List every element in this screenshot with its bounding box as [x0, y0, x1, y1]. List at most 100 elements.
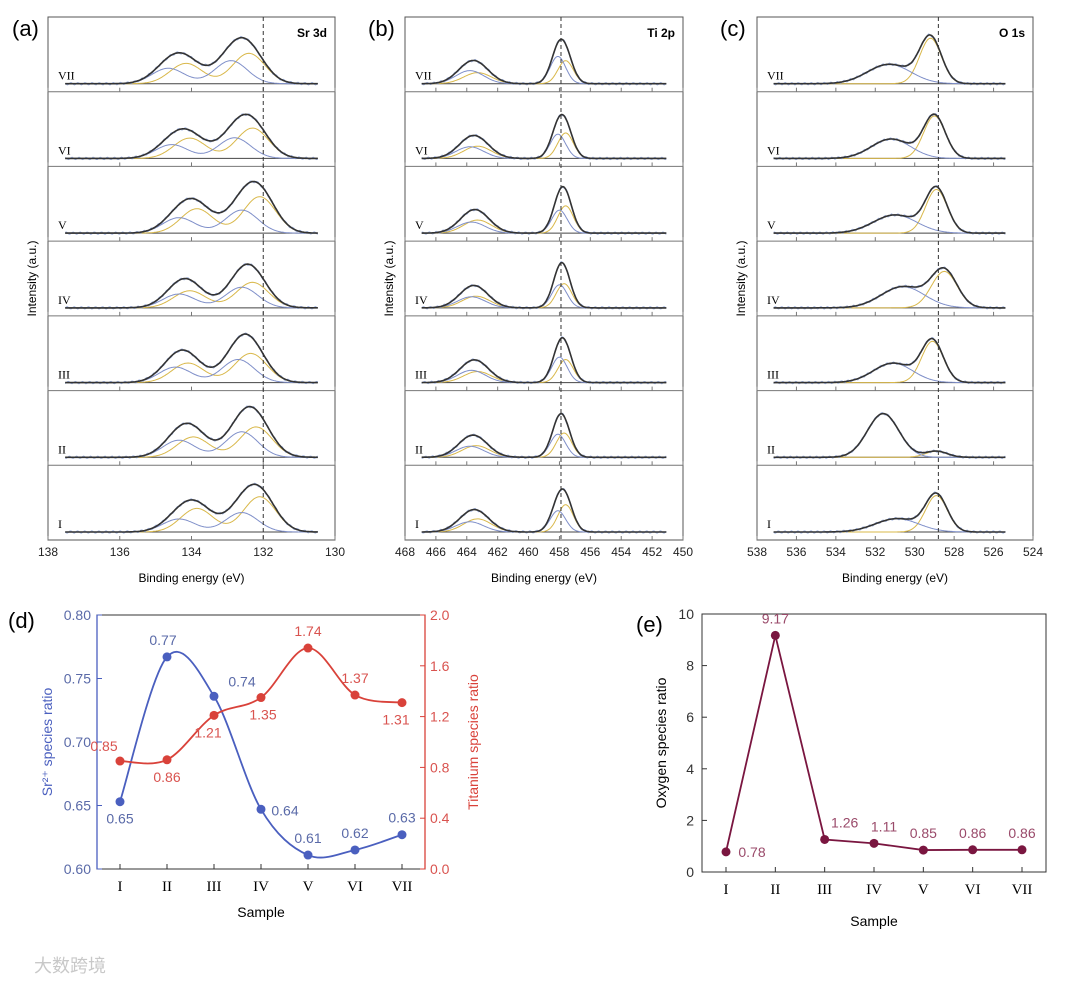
- fit-component-blue: [421, 433, 667, 458]
- data-point: [397, 830, 407, 840]
- data-point: [303, 643, 313, 653]
- sample-label: IV: [767, 293, 780, 307]
- y-tick-label: 4: [686, 761, 694, 777]
- data-point: [918, 845, 928, 855]
- x-tick-label: 468: [395, 545, 415, 559]
- data-label: 9.17: [762, 610, 789, 626]
- x-tick-label: 450: [673, 545, 693, 559]
- y-tick-label-right: 1.6: [430, 658, 450, 674]
- fit-envelope: [773, 113, 1006, 160]
- sample-label: VI: [58, 143, 71, 157]
- data-label: 0.86: [959, 825, 986, 841]
- fit-envelope: [65, 483, 318, 533]
- data-label: 0.78: [738, 844, 765, 860]
- sample-label: VI: [415, 143, 428, 157]
- fit-component-blue: [773, 362, 1006, 384]
- fit-component-blue: [773, 518, 1006, 533]
- fit-component-yellow: [65, 426, 318, 458]
- y-tick-label-right: 1.2: [430, 709, 450, 725]
- data-point: [350, 845, 360, 855]
- data-point: [115, 797, 125, 807]
- fit-component-yellow: [773, 37, 1006, 85]
- fit-component-blue: [773, 63, 1006, 85]
- data-point: [820, 834, 830, 844]
- x-tick-label: V: [303, 879, 314, 895]
- panel-label: (d): [8, 608, 35, 633]
- y-tick-label-right: 2.0: [430, 607, 450, 623]
- plot-frame: [404, 16, 684, 541]
- raw-data: [421, 186, 667, 235]
- panel-title: Sr 3d: [297, 26, 327, 40]
- data-label: 1.11: [871, 818, 897, 834]
- fit-component-blue: [773, 138, 1006, 159]
- watermark: 大数跨境: [34, 956, 106, 976]
- x-tick-label: 458: [549, 545, 569, 559]
- y-tick-label: 0: [686, 864, 694, 880]
- data-label: 1.35: [249, 707, 276, 723]
- x-axis-label: Binding energy (eV): [491, 571, 597, 585]
- raw-data: [64, 113, 318, 161]
- fit-component-yellow: [773, 189, 1006, 234]
- fit-component-blue: [65, 286, 318, 309]
- raw-data: [773, 491, 1006, 534]
- fit-envelope: [421, 38, 667, 85]
- fit-component-blue: [65, 137, 318, 159]
- x-tick-label: 536: [786, 545, 806, 559]
- fit-component-yellow: [65, 281, 318, 309]
- fit-component-yellow: [773, 340, 1006, 384]
- data-point: [162, 652, 172, 662]
- x-tick-label: 454: [611, 545, 631, 559]
- data-label: 0.86: [153, 769, 180, 785]
- fit-envelope: [773, 412, 1006, 459]
- fit-envelope: [773, 492, 1006, 533]
- fit-component-yellow: [421, 60, 667, 85]
- data-point: [256, 693, 266, 703]
- fit-envelope: [65, 113, 318, 160]
- data-label: 0.64: [271, 802, 298, 818]
- x-tick-label: 138: [38, 545, 58, 559]
- data-label: 0.62: [341, 825, 368, 841]
- x-tick-label: IV: [253, 879, 269, 895]
- data-point: [209, 710, 219, 720]
- sample-label: III: [58, 368, 70, 382]
- fit-envelope: [65, 263, 318, 309]
- sample-label: VII: [415, 69, 432, 83]
- fit-component-yellow: [65, 127, 318, 159]
- data-point: [209, 691, 219, 701]
- fit-envelope: [773, 185, 1006, 234]
- raw-data: [421, 261, 667, 310]
- y-axis-label-left: Sr²⁺ species ratio: [39, 688, 55, 797]
- x-tick-label: 456: [580, 545, 600, 559]
- raw-data: [773, 336, 1006, 385]
- sample-label: II: [415, 442, 423, 456]
- sample-label: IV: [415, 293, 428, 307]
- raw-data: [421, 336, 667, 385]
- y-axis-label: Oxygen species ratio: [653, 677, 669, 808]
- x-tick-label: VI: [965, 882, 981, 898]
- x-tick-label: 132: [253, 545, 273, 559]
- x-tick-label: V: [918, 882, 929, 898]
- x-tick-label: VII: [1012, 882, 1033, 898]
- fit-component-yellow: [773, 115, 1006, 159]
- x-tick-label: 528: [944, 545, 964, 559]
- fit-component-yellow: [65, 352, 318, 384]
- data-point: [721, 847, 731, 857]
- y-tick-label-right: 0.4: [430, 810, 450, 826]
- x-tick-label: 452: [642, 545, 662, 559]
- sample-label: VII: [767, 69, 784, 83]
- sample-label: V: [58, 218, 67, 232]
- x-tick-label: 464: [457, 545, 477, 559]
- fit-envelope: [421, 337, 667, 384]
- panel-d: (d) 0.60 0.65 0.70 0.75 0.80 0.0 0.4 0.8 1.2 1.6 2.…: [8, 607, 481, 920]
- y-tick-label-left: 0.70: [64, 734, 91, 750]
- data-label: 1.21: [194, 724, 221, 740]
- sample-label: VII: [58, 69, 75, 83]
- data-label: 0.85: [910, 825, 937, 841]
- fit-envelope: [65, 36, 318, 85]
- data-point: [256, 804, 266, 814]
- x-tick-label: 466: [426, 545, 446, 559]
- y-tick-label: 8: [686, 658, 694, 674]
